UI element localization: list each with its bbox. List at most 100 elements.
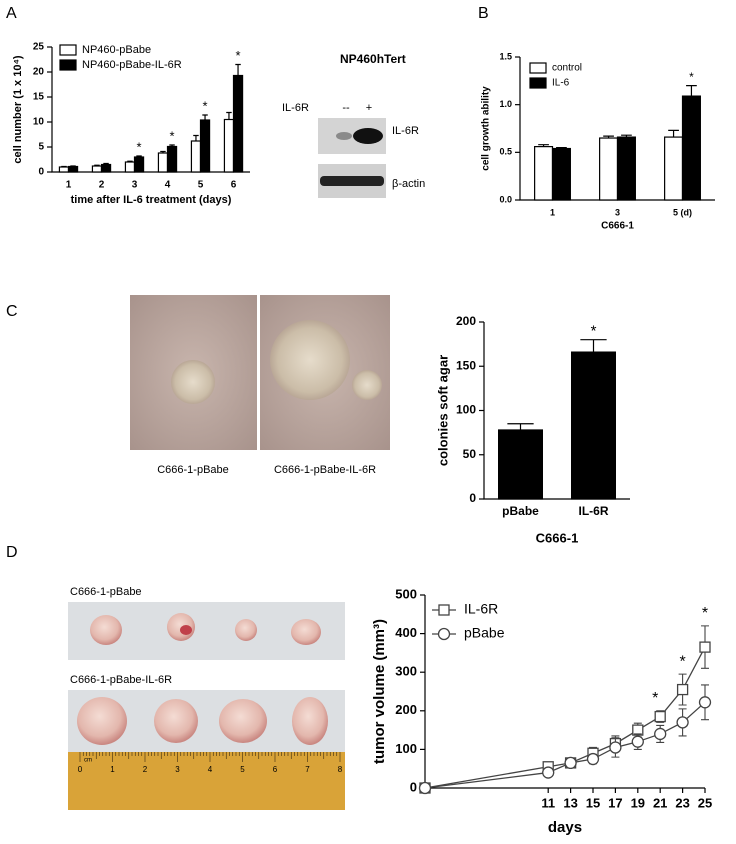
marker bbox=[564, 756, 577, 770]
legend-swatch bbox=[529, 62, 547, 74]
ruler bbox=[68, 752, 345, 810]
marker bbox=[699, 641, 711, 653]
tumor bbox=[235, 619, 257, 641]
y-tick-label: 50 bbox=[463, 447, 477, 461]
error-bar bbox=[580, 339, 607, 353]
significance-mark: * bbox=[702, 605, 708, 622]
ruler-unit: cm bbox=[84, 758, 92, 764]
panel-label: C bbox=[6, 303, 18, 320]
bar bbox=[190, 140, 202, 173]
bar bbox=[681, 95, 701, 201]
marker bbox=[654, 727, 667, 741]
legend-swatch bbox=[59, 59, 77, 71]
tumor bbox=[180, 625, 192, 635]
error-bar bbox=[61, 165, 67, 168]
ruler-label: 4 bbox=[208, 765, 213, 774]
bar bbox=[100, 163, 112, 173]
error-bar bbox=[603, 135, 614, 139]
legend-label: IL-6 bbox=[552, 78, 570, 89]
y-tick-label: 500 bbox=[395, 586, 417, 601]
photo-caption: C666-1-pBabe-IL-6R bbox=[274, 464, 376, 476]
x-tick-label: 23 bbox=[675, 795, 689, 810]
y-tick-label: 10 bbox=[33, 117, 45, 128]
y-tick-label: 5 bbox=[38, 142, 44, 153]
bar bbox=[498, 429, 544, 500]
marker bbox=[418, 781, 432, 795]
bar bbox=[223, 118, 235, 173]
y-tick-label: 1.0 bbox=[499, 99, 512, 109]
y-tick-label: 0.5 bbox=[499, 147, 512, 157]
y-tick-label: 200 bbox=[456, 314, 476, 328]
photo-caption: C666-1-pBabe bbox=[157, 464, 229, 476]
x-tick-label: 5 bbox=[198, 180, 204, 191]
significance-mark: * bbox=[679, 653, 685, 670]
y-axis-label: tumor volume (mm³) bbox=[371, 619, 388, 764]
legend-label: NP460-pBabe-IL-6R bbox=[82, 59, 182, 71]
blot-band-label: IL-6R bbox=[392, 125, 419, 137]
legend-label: pBabe bbox=[464, 625, 505, 641]
y-tick-label: 0 bbox=[38, 167, 44, 178]
bar bbox=[534, 146, 554, 201]
x-axis-label: time after IL-6 treatment (days) bbox=[71, 194, 232, 206]
bar bbox=[124, 161, 136, 173]
ruler-label: 5 bbox=[240, 765, 245, 774]
significance-mark: * bbox=[652, 690, 658, 707]
bar bbox=[91, 165, 103, 173]
legend-swatch bbox=[529, 77, 547, 89]
x-axis-label: C666-1 bbox=[536, 530, 579, 545]
panel-label: A bbox=[6, 5, 17, 22]
bar bbox=[157, 152, 169, 173]
x-tick-label: 17 bbox=[608, 795, 622, 810]
tumor bbox=[167, 613, 195, 641]
tumor bbox=[292, 697, 328, 745]
error-bar bbox=[169, 144, 175, 147]
x-axis-label: C666-1 bbox=[601, 221, 634, 232]
x-tick-label: 4 bbox=[165, 180, 171, 191]
significance-mark: * bbox=[170, 128, 175, 143]
significance-mark: * bbox=[203, 98, 208, 113]
legend-marker bbox=[438, 604, 450, 616]
y-tick-label: 300 bbox=[395, 664, 417, 679]
y-tick-label: 400 bbox=[395, 625, 417, 640]
bar bbox=[599, 137, 619, 201]
bar bbox=[199, 119, 211, 173]
photo-caption: C666-1-pBabe bbox=[70, 586, 142, 598]
y-tick-label: 0 bbox=[410, 779, 417, 794]
x-tick-label: pBabe bbox=[502, 504, 539, 518]
error-bar bbox=[94, 164, 100, 166]
photo-caption: C666-1-pBabe-IL-6R bbox=[70, 674, 172, 686]
error-bar bbox=[686, 85, 697, 97]
ruler-label: 0 bbox=[78, 765, 83, 774]
bar bbox=[58, 166, 70, 173]
blot-lane: + bbox=[366, 102, 372, 114]
panel-label: D bbox=[6, 544, 18, 561]
error-bar bbox=[226, 111, 232, 120]
x-tick-label: IL-6R bbox=[579, 504, 609, 518]
y-tick-label: 100 bbox=[395, 741, 417, 756]
significance-mark: * bbox=[137, 139, 142, 154]
y-tick-label: 0 bbox=[469, 491, 476, 505]
colony bbox=[352, 370, 382, 400]
error-bar bbox=[538, 144, 549, 147]
y-tick-label: 1.5 bbox=[499, 51, 512, 61]
marker bbox=[676, 683, 689, 696]
y-tick-label: 100 bbox=[456, 403, 476, 417]
x-tick-label: 3 bbox=[615, 207, 620, 217]
error-bar bbox=[160, 150, 166, 153]
ruler-label: 2 bbox=[143, 765, 148, 774]
error-bar bbox=[193, 134, 199, 141]
x-tick-label: 6 bbox=[231, 180, 237, 191]
x-tick-label: 21 bbox=[653, 795, 667, 810]
marker bbox=[609, 741, 622, 754]
error-bar bbox=[136, 155, 142, 157]
y-tick-label: 15 bbox=[33, 92, 45, 103]
significance-mark: * bbox=[689, 70, 694, 84]
x-tick-label: 5 (d) bbox=[673, 207, 692, 217]
error-bar bbox=[556, 146, 567, 149]
ruler-label: 6 bbox=[273, 765, 278, 774]
significance-mark: * bbox=[236, 48, 241, 63]
legend-label: IL-6R bbox=[464, 601, 498, 617]
blot-lane: -- bbox=[342, 102, 350, 114]
marker bbox=[698, 696, 712, 709]
